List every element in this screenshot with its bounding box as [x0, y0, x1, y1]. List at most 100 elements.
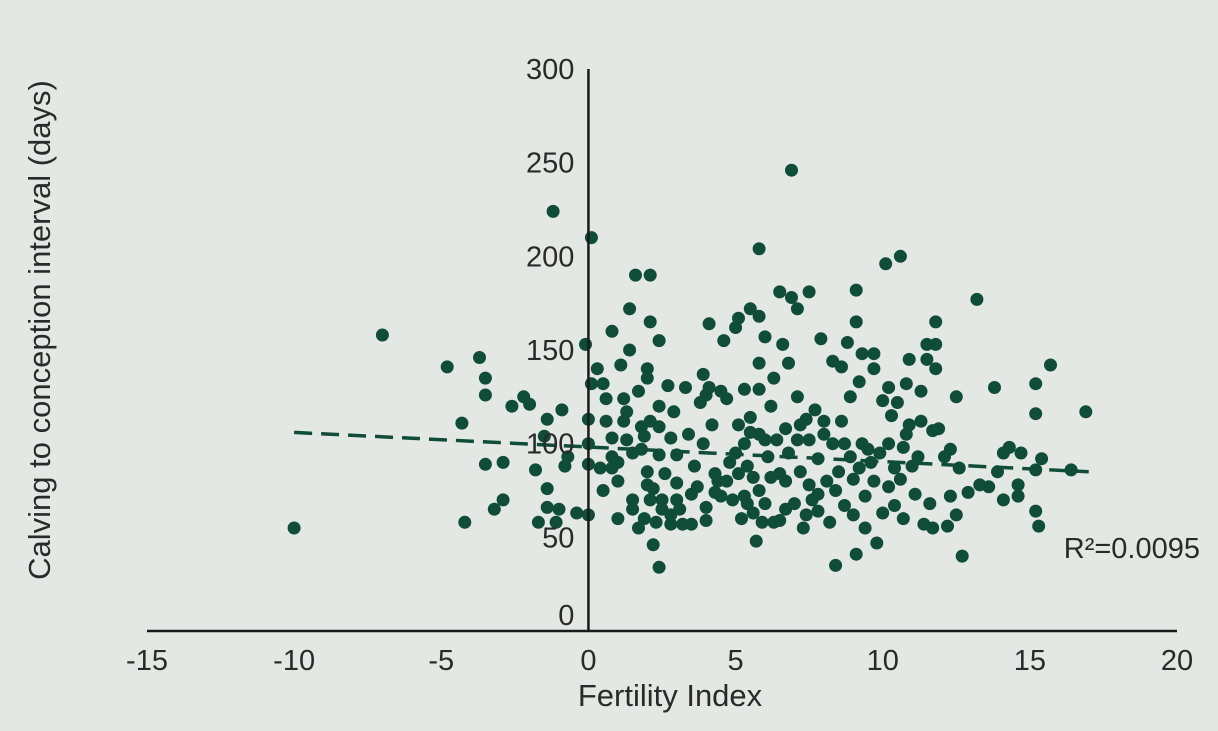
data-point — [896, 440, 910, 454]
data-point — [673, 502, 687, 516]
data-point — [929, 362, 943, 376]
data-point — [770, 433, 784, 447]
data-point — [802, 478, 816, 492]
y-tick-label: 150 — [526, 335, 574, 367]
data-point — [687, 459, 701, 473]
data-point — [629, 268, 642, 282]
data-point — [790, 302, 804, 316]
data-point — [696, 367, 710, 381]
data-point — [584, 377, 598, 391]
x-tick-label: 5 — [728, 645, 744, 677]
data-point — [752, 309, 766, 323]
data-point — [643, 315, 657, 329]
r-squared-annotation: R²=0.0095 — [1064, 533, 1200, 565]
data-point — [758, 433, 772, 447]
data-point — [796, 521, 810, 535]
data-point — [640, 362, 654, 376]
data-point — [867, 474, 881, 488]
data-point — [752, 484, 766, 497]
data-point — [540, 412, 554, 426]
data-point — [640, 371, 654, 385]
data-point — [632, 521, 645, 535]
data-point — [599, 414, 613, 428]
data-point — [929, 337, 943, 351]
data-point — [561, 450, 575, 464]
data-point — [646, 538, 660, 552]
data-point — [623, 302, 637, 316]
data-point — [611, 455, 625, 469]
data-point — [529, 463, 542, 477]
data-point — [929, 315, 943, 329]
data-point — [667, 405, 681, 419]
data-point — [758, 330, 772, 344]
data-point — [826, 437, 840, 451]
y-tick-label: 0 — [558, 600, 574, 632]
data-point — [867, 347, 881, 361]
data-point — [473, 351, 486, 364]
data-point — [849, 283, 863, 297]
data-point — [596, 484, 610, 497]
data-point — [726, 493, 740, 507]
data-point — [752, 382, 766, 396]
data-point — [785, 163, 798, 177]
data-point — [849, 547, 863, 561]
data-point — [614, 358, 628, 372]
data-point — [902, 352, 916, 366]
x-tick-label: -10 — [273, 645, 315, 677]
data-point — [537, 429, 551, 443]
data-point — [605, 324, 619, 338]
data-point — [743, 410, 757, 424]
data-point — [890, 396, 904, 409]
data-point — [623, 343, 637, 357]
data-point — [584, 231, 598, 245]
data-point — [478, 457, 492, 471]
data-point — [1035, 452, 1049, 466]
data-point — [649, 515, 663, 529]
y-tick-label: 300 — [526, 54, 574, 86]
data-point — [540, 482, 554, 496]
data-point — [640, 465, 654, 479]
data-point — [637, 512, 651, 526]
data-point — [1029, 504, 1043, 518]
data-point — [896, 512, 910, 526]
data-point — [902, 418, 916, 432]
data-point — [829, 558, 843, 572]
x-tick-label: 20 — [1161, 645, 1193, 677]
data-point — [523, 397, 537, 411]
data-point — [679, 381, 692, 394]
data-point — [882, 381, 896, 394]
data-point — [882, 480, 896, 494]
data-point — [658, 467, 672, 481]
data-point — [914, 414, 928, 428]
data-point — [611, 512, 625, 526]
data-point — [505, 399, 519, 413]
data-point — [637, 429, 651, 443]
data-point — [767, 371, 781, 385]
data-point — [1002, 440, 1016, 454]
data-point — [817, 427, 831, 441]
y-tick-label: 200 — [526, 241, 574, 273]
data-point — [926, 521, 940, 535]
data-point — [840, 336, 854, 349]
data-point — [855, 347, 869, 361]
data-point — [478, 388, 492, 402]
data-point — [652, 334, 666, 348]
data-point — [375, 328, 389, 342]
data-point — [605, 431, 619, 445]
data-point — [861, 442, 875, 456]
data-point — [885, 409, 898, 423]
data-point — [632, 384, 645, 398]
data-point — [852, 375, 866, 389]
data-point — [988, 381, 1001, 394]
data-point — [829, 484, 843, 497]
data-point — [590, 362, 604, 376]
data-point — [714, 489, 728, 503]
data-point — [540, 500, 554, 514]
data-point — [735, 512, 748, 526]
data-point — [1032, 519, 1046, 533]
data-point — [287, 521, 301, 535]
x-tick-label: -5 — [428, 645, 454, 677]
data-point — [843, 390, 857, 404]
data-point — [723, 455, 737, 469]
